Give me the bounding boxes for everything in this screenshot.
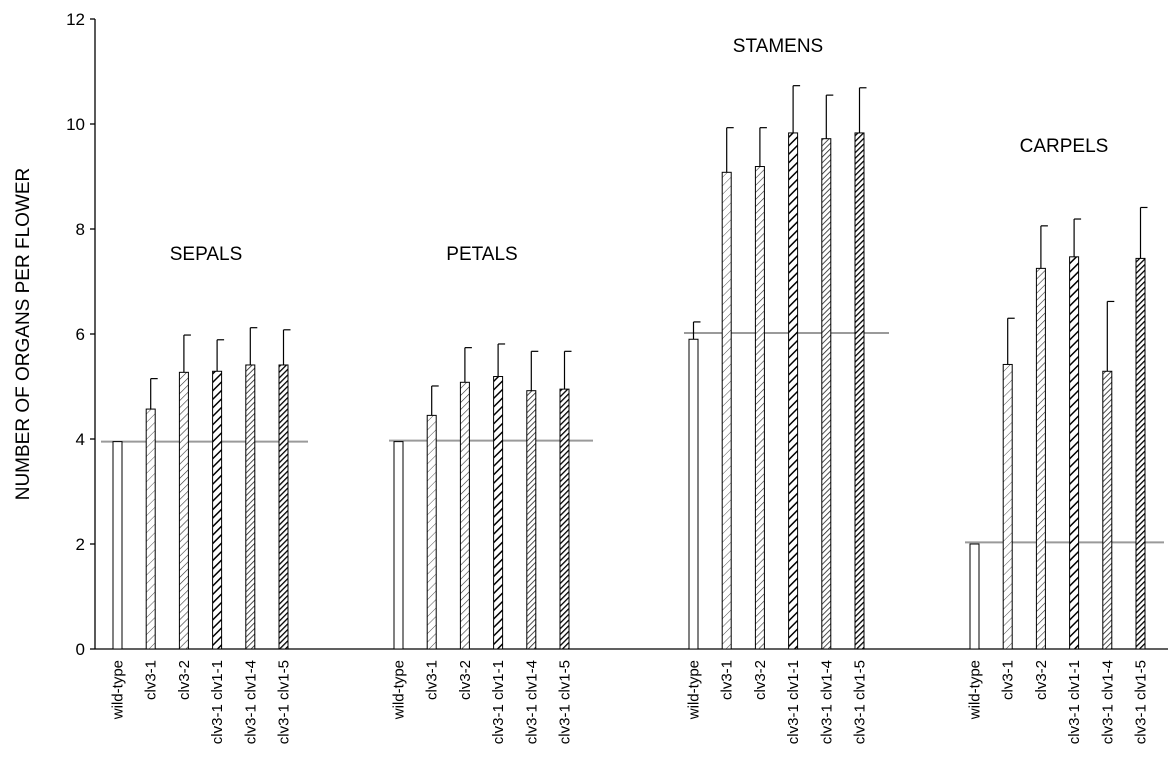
y-tick-label: 2	[76, 535, 85, 554]
x-tick-label: wild-type	[110, 660, 127, 720]
bar	[1069, 256, 1080, 650]
bar	[1102, 370, 1113, 650]
bar	[1002, 363, 1013, 650]
x-tick-label: clv3-1 clv1-4	[818, 660, 835, 744]
bar	[178, 371, 189, 650]
bar	[278, 364, 289, 650]
y-tick-label: 4	[76, 430, 85, 449]
bar	[459, 381, 470, 650]
bar	[754, 166, 765, 650]
bar	[1035, 267, 1046, 650]
x-tick-label: clv3-1 clv1-1	[490, 660, 507, 744]
x-tick-label: clv3-1 clv1-4	[523, 660, 540, 744]
bar	[426, 414, 437, 650]
x-tick-label: clv3-1 clv1-1	[209, 660, 226, 744]
x-tick-label: wild-type	[967, 660, 984, 720]
bar	[526, 390, 537, 650]
x-tick-label: clv3-1 clv1-5	[852, 660, 869, 744]
group-label: SEPALS	[170, 244, 243, 265]
bar	[112, 441, 123, 650]
x-tick-label: clv3-2	[457, 660, 474, 700]
x-tick-label: clv3-1 clv1-5	[276, 660, 293, 744]
x-tick-label: clv3-1 clv1-1	[1066, 660, 1083, 744]
bar	[788, 132, 799, 650]
bar	[821, 138, 832, 650]
x-tick-label: clv3-1 clv1-4	[1099, 660, 1116, 744]
x-tick-label: clv3-1 clv1-5	[1133, 660, 1150, 744]
x-tick-label: wild-type	[391, 660, 408, 720]
y-axis: 0 2 4 6 8 10 12	[66, 10, 1168, 659]
bar	[854, 132, 865, 650]
y-tick-label: 6	[76, 325, 85, 344]
x-tick-label: clv3-1	[424, 660, 441, 700]
bar	[393, 441, 404, 650]
x-tick-label: clv3-2	[752, 660, 769, 700]
bar	[493, 376, 504, 650]
y-tick-label: 0	[76, 640, 85, 659]
group-label: CARPELS	[1020, 136, 1109, 157]
bar	[245, 364, 256, 650]
bar	[969, 543, 980, 650]
group-labels: SEPALS PETALS STAMENS CARPELS	[170, 36, 1109, 265]
x-tick-label: clv3-2	[176, 660, 193, 700]
bar	[688, 338, 699, 650]
x-tick-labels: wild-type clv3-1 clv3-2 clv3-1 clv1-1 clv3-1…	[110, 660, 1150, 744]
x-tick-label: clv3-2	[1033, 660, 1050, 700]
x-tick-label: clv3-1 clv1-1	[785, 660, 802, 744]
y-tick-label: 12	[66, 10, 85, 29]
group-label: STAMENS	[733, 36, 823, 57]
x-tick-label: clv3-1 clv1-4	[242, 660, 259, 744]
y-axis-label: NUMBER OF ORGANS PER FLOWER	[13, 168, 34, 501]
bar	[559, 388, 570, 650]
group-label: PETALS	[446, 244, 517, 265]
y-tick-label: 8	[76, 220, 85, 239]
x-tick-label: wild-type	[686, 660, 703, 720]
bar	[721, 171, 732, 650]
bar	[212, 370, 223, 650]
bars	[112, 85, 1148, 650]
bar	[1135, 257, 1146, 650]
x-tick-label: clv3-1	[1000, 660, 1017, 700]
x-tick-label: clv3-1	[719, 660, 736, 700]
y-tick-label: 10	[66, 115, 85, 134]
x-tick-label: clv3-1 clv1-5	[557, 660, 574, 744]
bar	[145, 408, 156, 650]
x-tick-label: clv3-1	[143, 660, 160, 700]
